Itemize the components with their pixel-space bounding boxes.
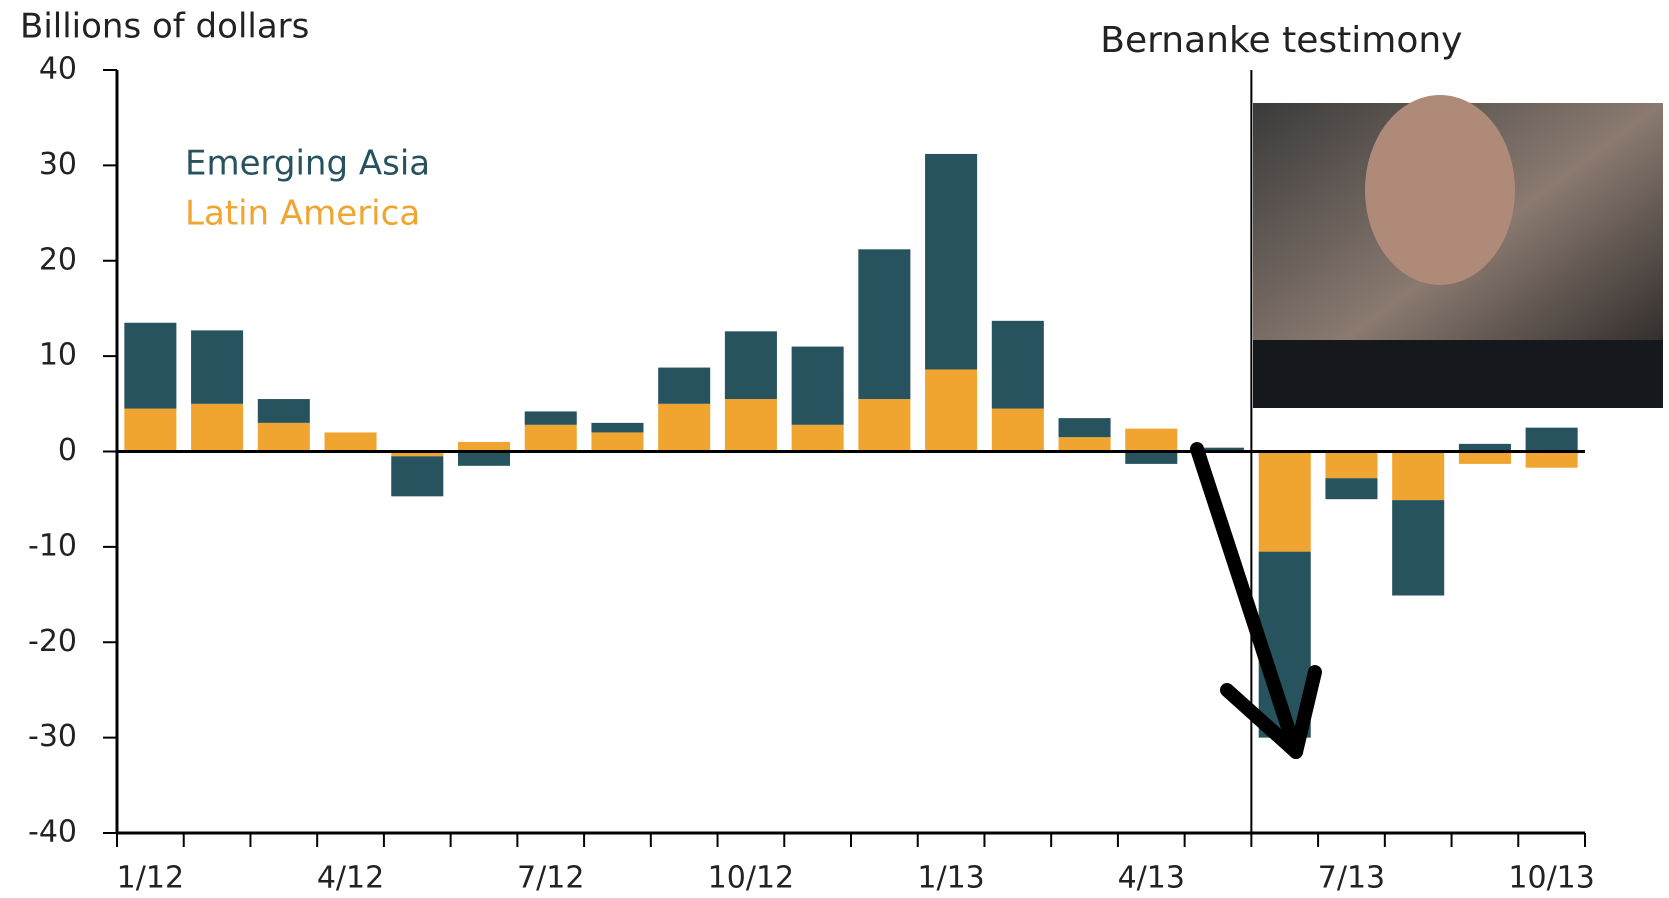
x-tick-label: 7/12	[517, 861, 584, 896]
bar-segment	[1058, 418, 1111, 438]
photo-face	[1365, 95, 1515, 285]
arrow	[1190, 442, 1322, 759]
bar-segment	[1125, 451, 1178, 464]
bar-segment	[925, 369, 978, 452]
bar-segment	[124, 322, 177, 409]
bar-segment	[391, 456, 444, 497]
y-tick-label: -40	[28, 815, 77, 850]
y-tick-label: 20	[39, 242, 77, 277]
x-tick-label: 4/12	[317, 861, 384, 896]
bar-segment	[658, 367, 711, 404]
x-tick-label: 4/13	[1118, 861, 1185, 896]
y-tick-label: -20	[28, 624, 77, 659]
bar-segment	[925, 153, 978, 370]
x-tick-label: 1/12	[117, 861, 184, 896]
bar-segment	[591, 432, 644, 452]
bar-segment	[391, 451, 444, 457]
legend-entry: Emerging Asia	[185, 144, 430, 184]
bar-segment	[991, 408, 1044, 452]
bar-segment	[1392, 451, 1445, 501]
bar-segment	[991, 320, 1044, 409]
bar-segment	[1325, 451, 1378, 479]
bar-segment	[1325, 478, 1378, 500]
bar-segment	[191, 403, 244, 452]
bar-segment	[1458, 443, 1511, 452]
bar-segment	[457, 451, 511, 466]
y-tick-label: -30	[28, 719, 77, 754]
bar-segment	[124, 408, 177, 452]
annotation: Bernanke testimony	[1100, 20, 1462, 61]
x-tick-label: 10/13	[1508, 861, 1594, 896]
bar-segment	[791, 424, 844, 452]
bar-segment	[1458, 451, 1511, 464]
bar-segment	[324, 432, 377, 452]
bar-segment	[1125, 428, 1178, 452]
bar-segment	[858, 399, 911, 452]
legend-entry: Latin America	[185, 194, 420, 234]
bar-segment	[724, 399, 777, 452]
x-tick-label: 10/12	[708, 861, 794, 896]
y-tick-label: -10	[28, 528, 77, 563]
bar-segment	[858, 249, 911, 400]
y-tick-label: 0	[58, 433, 77, 468]
bar-segment	[524, 424, 577, 452]
bar-segment	[1392, 500, 1445, 596]
x-tick-label: 1/13	[917, 861, 984, 896]
y-tick-label: 10	[39, 338, 77, 373]
bar-segment	[724, 331, 777, 400]
bar-segment	[1058, 437, 1111, 452]
bar-segment	[257, 399, 310, 423]
bar-segment	[1191, 447, 1245, 452]
bar-segment	[257, 422, 310, 452]
bar-segment	[1258, 451, 1311, 552]
photo-suit	[1253, 340, 1663, 408]
axis-title: Billions of dollars	[20, 7, 309, 47]
bar-segment	[658, 403, 711, 452]
bar-segment	[1525, 427, 1578, 452]
x-tick-label: 7/13	[1318, 861, 1385, 896]
y-tick-label: 40	[39, 52, 77, 87]
bar-segment	[1525, 451, 1578, 468]
bar-segment	[191, 330, 244, 404]
bar-segment	[524, 411, 577, 425]
bar-segment	[791, 346, 844, 425]
bar-segment	[457, 441, 511, 452]
bar-segment	[591, 422, 644, 433]
y-tick-label: 30	[39, 147, 77, 182]
